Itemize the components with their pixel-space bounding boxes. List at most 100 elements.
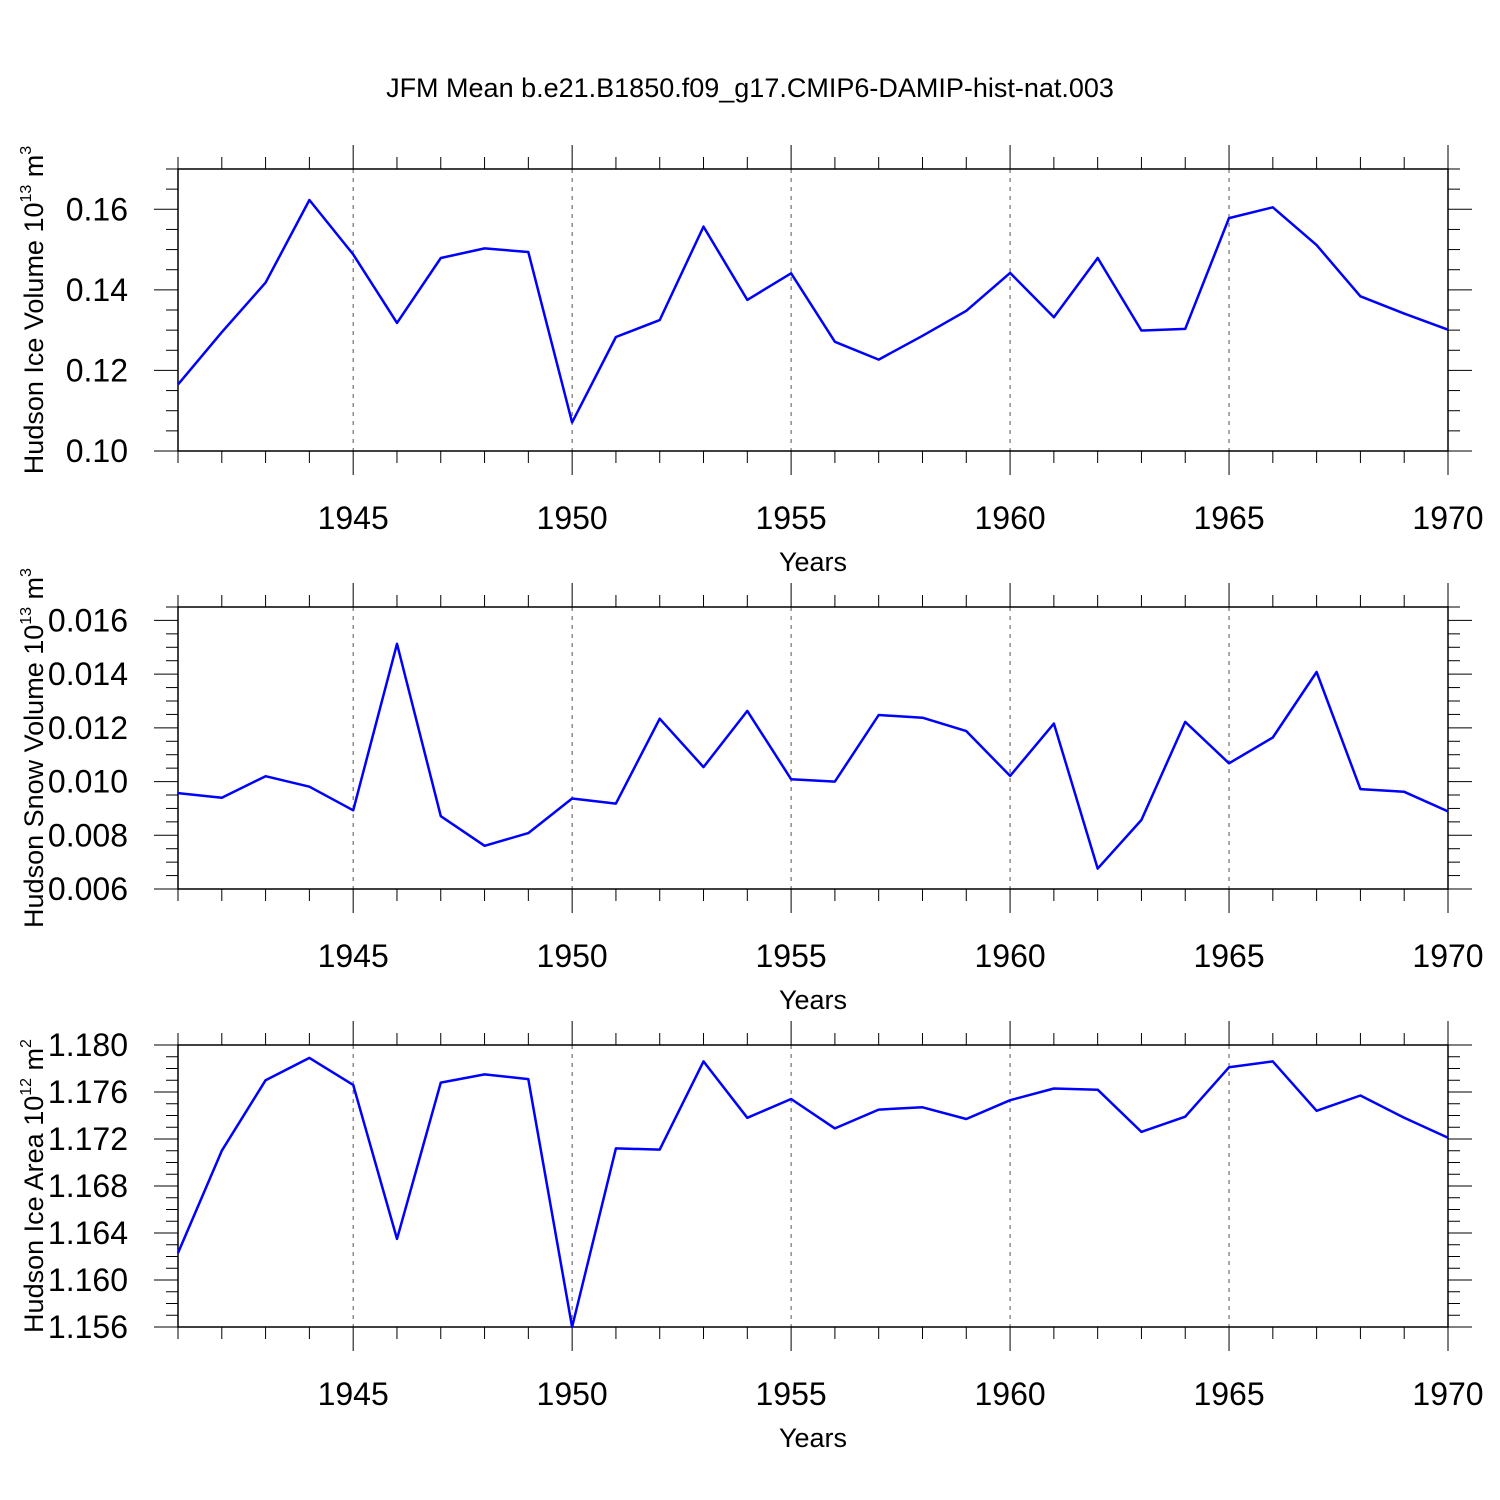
data-point bbox=[789, 777, 793, 781]
y-tick-label: 1.160 bbox=[48, 1262, 128, 1298]
x-tick-label: 1960 bbox=[974, 500, 1045, 536]
data-point bbox=[658, 717, 662, 721]
y-tick-label: 1.176 bbox=[48, 1074, 128, 1110]
chart-panel-2: 0.006 0.008 0.010 0.012 0.014 0.016 1945 1950 19… bbox=[18, 568, 1484, 1015]
data-point bbox=[351, 808, 355, 812]
data-point bbox=[1052, 315, 1056, 319]
x-tick-label: 1965 bbox=[1193, 1376, 1264, 1412]
data-point bbox=[483, 246, 487, 250]
data-point bbox=[1096, 867, 1100, 871]
data-point bbox=[176, 791, 180, 795]
x-tick-label: 1950 bbox=[537, 1376, 608, 1412]
data-point bbox=[570, 796, 574, 800]
data-point bbox=[176, 383, 180, 387]
data-point bbox=[920, 1105, 924, 1109]
data-point bbox=[1139, 818, 1143, 822]
data-point bbox=[483, 1072, 487, 1076]
data-point bbox=[526, 250, 530, 254]
x-tick-label: 1970 bbox=[1412, 500, 1483, 536]
data-point bbox=[920, 334, 924, 338]
series-line bbox=[177, 198, 1449, 424]
data-point bbox=[614, 1146, 618, 1150]
x-tick-label: 1950 bbox=[537, 500, 608, 536]
chart-panel-3: 1.156 1.160 1.164 1.168 1.172 1.176 1.180 1945 1… bbox=[18, 1021, 1484, 1453]
data-point bbox=[1227, 761, 1231, 765]
data-point bbox=[833, 340, 837, 344]
data-point bbox=[526, 831, 530, 835]
y-tick-label: 1.180 bbox=[48, 1027, 128, 1063]
plot-frame bbox=[177, 606, 1449, 890]
x-tick-label: 1965 bbox=[1193, 938, 1264, 974]
data-point bbox=[220, 330, 224, 334]
data-point bbox=[1008, 774, 1012, 778]
data-point bbox=[1402, 1116, 1406, 1120]
data-point bbox=[1446, 809, 1450, 813]
data-point bbox=[614, 335, 618, 339]
x-tick-label: 1955 bbox=[756, 938, 827, 974]
x-axis-label: Years bbox=[779, 547, 847, 577]
data-point bbox=[526, 1077, 530, 1081]
data-point bbox=[483, 844, 487, 848]
data-point bbox=[702, 1059, 706, 1063]
data-point bbox=[1358, 787, 1362, 791]
figure-title: JFM Mean b.e21.B1850.f09_g17.CMIP6-DAMIP… bbox=[386, 73, 1114, 103]
x-tick-label: 1965 bbox=[1193, 500, 1264, 536]
x-axis-label: Years bbox=[779, 985, 847, 1015]
x-tick-label: 1945 bbox=[318, 500, 389, 536]
x-tick-label: 1945 bbox=[318, 1376, 389, 1412]
y-tick-label: 0.008 bbox=[48, 817, 128, 853]
data-point bbox=[877, 713, 881, 717]
data-point bbox=[1096, 1088, 1100, 1092]
data-point bbox=[833, 780, 837, 784]
data-point bbox=[877, 1108, 881, 1112]
data-point bbox=[877, 358, 881, 362]
data-point bbox=[1446, 328, 1450, 332]
data-point bbox=[614, 802, 618, 806]
y-tick-label: 1.164 bbox=[48, 1215, 128, 1251]
y-tick-label: 0.16 bbox=[66, 191, 128, 227]
x-tick-label: 1960 bbox=[974, 938, 1045, 974]
y-tick-label: 0.014 bbox=[48, 656, 128, 692]
data-point bbox=[395, 1237, 399, 1241]
data-point bbox=[1227, 216, 1231, 220]
data-point bbox=[1096, 256, 1100, 260]
x-tick-label: 1945 bbox=[318, 938, 389, 974]
y-axis-label: Hudson Ice Area 1012 m2 bbox=[18, 1039, 49, 1333]
chart-panel-1: 0.10 0.12 0.14 0.16 1945 1950 1955 1960 1965 1970… bbox=[18, 145, 1484, 577]
data-point bbox=[1271, 1059, 1275, 1063]
data-point bbox=[220, 796, 224, 800]
data-point bbox=[745, 709, 749, 713]
data-point bbox=[264, 774, 268, 778]
y-tick-label: 0.010 bbox=[48, 764, 128, 800]
data-point bbox=[351, 1083, 355, 1087]
data-point bbox=[789, 271, 793, 275]
data-point bbox=[570, 420, 574, 424]
data-point bbox=[658, 1148, 662, 1152]
data-point bbox=[1183, 720, 1187, 724]
x-tick-label: 1955 bbox=[756, 1376, 827, 1412]
y-tick-label: 1.172 bbox=[48, 1121, 128, 1157]
data-point bbox=[439, 256, 443, 260]
data-point bbox=[1271, 736, 1275, 740]
data-point bbox=[745, 1116, 749, 1120]
data-point bbox=[1052, 1086, 1056, 1090]
data-point bbox=[351, 252, 355, 256]
data-point bbox=[439, 814, 443, 818]
x-tick-label: 1970 bbox=[1412, 938, 1483, 974]
data-point bbox=[1358, 1094, 1362, 1098]
series-line bbox=[177, 642, 1449, 870]
data-point bbox=[1358, 294, 1362, 298]
data-point bbox=[1315, 670, 1319, 674]
panels-group: 0.10 0.12 0.14 0.16 1945 1950 1955 1960 1965 1970… bbox=[18, 145, 1484, 1453]
data-point bbox=[702, 225, 706, 229]
x-tick-label: 1955 bbox=[756, 500, 827, 536]
y-tick-label: 1.168 bbox=[48, 1168, 128, 1204]
data-point bbox=[1139, 1130, 1143, 1134]
y-axis-label: Hudson Snow Volume 1013 m3 bbox=[18, 568, 49, 928]
data-point bbox=[964, 729, 968, 733]
data-point bbox=[1446, 1136, 1450, 1140]
data-point bbox=[1402, 312, 1406, 316]
series-line bbox=[176, 1056, 1449, 1329]
y-tick-label: 0.10 bbox=[66, 433, 128, 469]
data-point bbox=[307, 785, 311, 789]
